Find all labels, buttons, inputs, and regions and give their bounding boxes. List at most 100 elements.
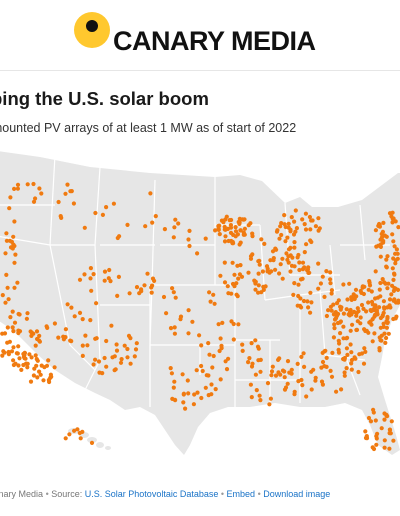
solar-array-dot — [65, 302, 70, 307]
solar-array-dot — [269, 369, 275, 374]
solar-array-dot — [67, 432, 72, 437]
solar-array-dot — [77, 310, 83, 315]
solar-array-dot — [378, 325, 383, 330]
solar-array-dot — [94, 301, 99, 306]
solar-array-dot — [334, 389, 339, 394]
solar-array-dot — [246, 270, 251, 275]
solar-array-dot — [25, 361, 30, 366]
solar-array-dot — [390, 232, 395, 237]
solar-array-dot — [186, 237, 191, 242]
solar-array-dot — [89, 288, 94, 293]
solar-array-dot — [349, 350, 354, 355]
solar-array-dot — [10, 325, 15, 330]
solar-array-dot — [15, 186, 20, 191]
solar-array-dot — [230, 260, 235, 265]
solar-array-dot — [256, 259, 261, 264]
solar-array-dot — [299, 354, 304, 359]
solar-array-dot — [238, 263, 243, 268]
solar-array-dot — [345, 352, 350, 357]
solar-array-dot — [380, 277, 385, 282]
solar-array-dot — [328, 304, 333, 309]
solar-array-dot — [384, 335, 389, 341]
solar-array-dot — [11, 329, 16, 334]
solar-array-dot — [7, 206, 12, 211]
solar-array-dot — [8, 315, 13, 320]
solar-array-dot — [171, 235, 176, 240]
footer: Chart: Canary Media • Source: U.S. Solar… — [0, 487, 330, 501]
solar-array-dot — [223, 234, 228, 239]
solar-array-dot — [306, 305, 311, 310]
download-image-link[interactable]: Download image — [263, 489, 331, 499]
solar-array-dot — [270, 364, 275, 369]
solar-array-dot — [292, 240, 297, 245]
solar-array-dot — [162, 227, 167, 232]
solar-array-dot — [248, 382, 253, 387]
solar-array-dot — [248, 256, 254, 261]
hawaii-island-shape — [87, 437, 97, 443]
solar-array-dot — [385, 286, 390, 291]
solar-array-dot — [91, 272, 96, 277]
solar-array-dot — [279, 232, 284, 238]
solar-array-dot — [366, 415, 372, 421]
solar-array-dot — [308, 310, 313, 315]
solar-array-dot — [349, 361, 354, 366]
solar-array-dot — [203, 385, 208, 390]
hawaii-island-shape — [105, 446, 111, 450]
solar-array-dot — [257, 262, 262, 267]
solar-array-dot — [332, 326, 337, 331]
solar-array-dot — [280, 368, 286, 373]
solar-array-dot — [324, 313, 329, 319]
solar-array-dot — [25, 182, 30, 187]
embed-link[interactable]: Embed — [226, 489, 256, 499]
solar-array-dot — [222, 280, 228, 285]
solar-array-dot — [246, 360, 251, 365]
solar-array-dot — [80, 317, 85, 322]
solar-array-dot — [364, 309, 369, 314]
solar-array-dot — [259, 237, 264, 242]
solar-array-dot — [190, 319, 195, 324]
solar-array-dot — [356, 369, 361, 375]
solar-array-dot — [378, 280, 383, 286]
solar-array-dot — [366, 287, 371, 292]
solar-array-dot — [280, 276, 285, 281]
solar-array-dot — [116, 274, 121, 279]
solar-array-dot — [231, 337, 236, 342]
solar-array-dot — [224, 367, 230, 372]
brand-name: CANARY MEDIA — [113, 26, 316, 56]
footer-separator: • — [257, 489, 261, 499]
solar-array-dot — [378, 294, 383, 299]
solar-array-dot — [197, 333, 202, 338]
solar-array-dot — [200, 368, 205, 374]
solar-array-dot — [391, 316, 396, 322]
solar-array-dot — [115, 235, 120, 241]
solar-array-dot — [329, 308, 334, 313]
solar-array-dot — [391, 277, 396, 282]
solar-array-dot — [187, 243, 192, 249]
solar-array-dot — [295, 255, 300, 260]
canary-logo-eye-icon — [86, 20, 98, 32]
solar-array-dot — [127, 291, 132, 296]
solar-array-dot — [93, 210, 98, 216]
solar-array-dot — [364, 434, 369, 439]
solar-array-dot — [344, 307, 349, 312]
solar-array-dot — [320, 274, 325, 279]
solar-array-dot — [328, 270, 333, 275]
solar-array-dot — [309, 369, 314, 374]
solar-array-dot — [269, 373, 274, 378]
solar-array-dot — [269, 269, 274, 274]
solar-array-dot — [369, 289, 374, 294]
solar-array-dot — [391, 256, 396, 261]
solar-array-dot — [328, 368, 333, 373]
solar-array-dot — [11, 345, 16, 350]
solar-array-dot — [261, 284, 266, 289]
solar-array-dot — [2, 350, 7, 355]
solar-array-dot — [256, 358, 261, 363]
solar-array-dot — [359, 302, 365, 308]
solar-array-dot — [367, 280, 372, 285]
solar-array-dot — [172, 325, 177, 330]
solar-array-dot — [380, 229, 385, 234]
solar-array-dot — [305, 299, 310, 304]
source-link[interactable]: U.S. Solar Photovoltaic Database — [84, 489, 219, 499]
solar-array-dot — [300, 276, 305, 281]
solar-array-dot — [89, 440, 95, 445]
